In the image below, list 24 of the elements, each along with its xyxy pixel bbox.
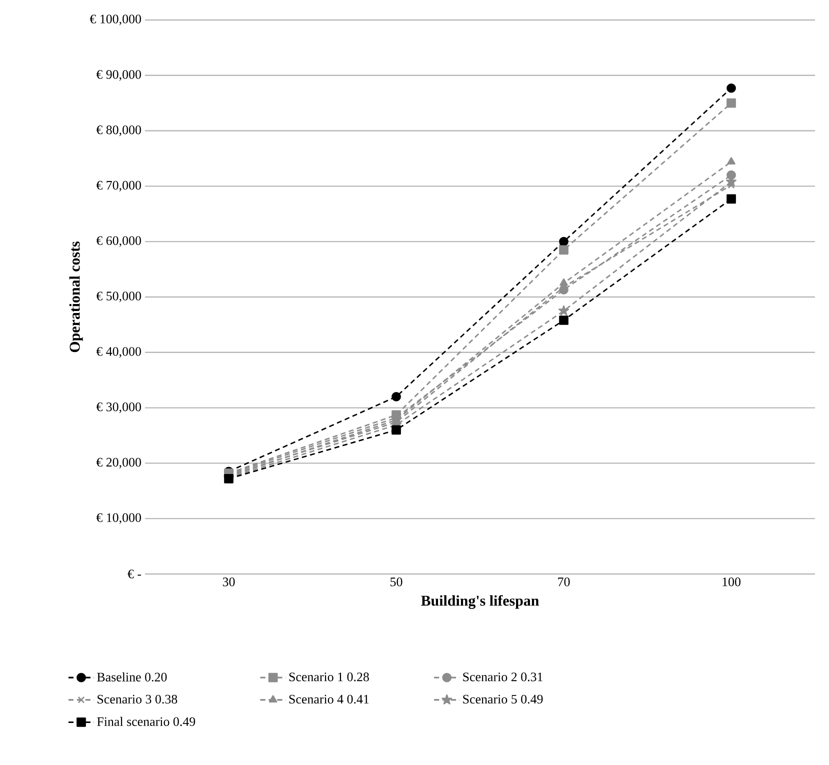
- y-tick-label: € -: [128, 570, 142, 578]
- y-tick-label: € 20,000: [96, 458, 141, 468]
- y-axis-title: Operational costs: [69, 242, 83, 352]
- y-tick-label: € 80,000: [96, 125, 141, 136]
- y-tick-label: € 60,000: [96, 236, 141, 247]
- x-tick-label: 100: [722, 578, 740, 586]
- y-tick-label: € 50,000: [96, 292, 141, 302]
- legend-label: Scenario 2 0.31: [463, 672, 542, 682]
- legend-label: Scenario 1 0.28: [289, 672, 369, 682]
- x-axis-title: Building's lifespan: [421, 595, 539, 609]
- x-tick-label: 70: [558, 578, 570, 586]
- x-tick-label: 30: [222, 578, 235, 586]
- y-tick-label: € 30,000: [96, 402, 141, 414]
- legend-label: Final scenario 0.49: [97, 716, 196, 726]
- x-tick-label: 50: [390, 578, 402, 586]
- legend-label: Scenario 5 0.49: [463, 694, 543, 704]
- y-tick-label: € 10,000: [96, 513, 141, 524]
- y-tick-label: € 100,000: [90, 14, 141, 26]
- y-tick-label: € 40,000: [96, 347, 141, 358]
- legend-label: Scenario 4 0.41: [289, 694, 369, 704]
- y-tick-label: € 70,000: [96, 180, 141, 192]
- legend-label: Scenario 3 0.38: [98, 694, 178, 704]
- y-tick-label: € 90,000: [96, 70, 141, 81]
- legend-label: Baseline 0.20: [97, 672, 167, 682]
